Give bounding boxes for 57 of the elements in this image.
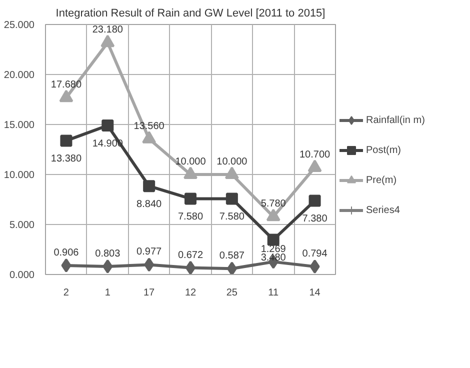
data-label: 10.700 — [299, 150, 331, 160]
data-label: 7.380 — [302, 214, 328, 225]
y-tick-label: 25.000 — [4, 20, 35, 31]
y-tick-label: 10.000 — [4, 170, 35, 181]
point — [142, 130, 156, 144]
data-label: 23.180 — [92, 24, 124, 36]
y-tick-label: 15.000 — [4, 120, 35, 131]
point — [267, 234, 280, 246]
data-label: 0.906 — [54, 247, 80, 258]
point — [224, 166, 239, 179]
point — [102, 259, 113, 274]
data-label: 1.269 — [260, 244, 286, 255]
point — [308, 160, 322, 172]
point — [100, 34, 115, 48]
point — [61, 258, 72, 272]
data-label: 13.560 — [134, 120, 165, 132]
legend-label: Post(m) — [366, 144, 401, 156]
point — [184, 166, 198, 179]
chart-title: Integration Result of Rain and GW Level [2011 to 2015] — [56, 8, 326, 20]
x-tick-label: 2 — [63, 288, 70, 298]
point — [59, 90, 74, 102]
y-tick-label: 0.000 — [9, 270, 35, 281]
data-label: 0.977 — [136, 246, 162, 258]
point — [60, 134, 72, 147]
legend-label: Rainfall(in m) — [366, 114, 425, 126]
x-tick-label: 11 — [268, 288, 279, 298]
data-label: 0.794 — [302, 248, 328, 260]
data-label: 0.672 — [178, 250, 204, 261]
point — [184, 192, 196, 205]
data-label: 10.000 — [175, 156, 206, 168]
point — [102, 120, 114, 132]
point — [226, 262, 237, 274]
x-tick-label: 25 — [226, 288, 238, 298]
data-label: 17.680 — [50, 80, 82, 91]
point — [226, 192, 238, 205]
y-tick-label: 5.000 — [9, 220, 35, 231]
data-label: 0.587 — [219, 250, 245, 262]
data-label: 7.580 — [219, 212, 245, 223]
data-label: 13.380 — [50, 154, 82, 165]
x-tick-label: 17 — [144, 288, 156, 298]
x-tick-label: 14 — [309, 288, 321, 298]
legend-label: Series4 — [366, 204, 400, 216]
data-label: 7.580 — [178, 212, 204, 223]
point — [144, 258, 154, 272]
data-label: 8.840 — [136, 199, 162, 210]
x-tick-label: 12 — [184, 288, 196, 298]
point — [143, 180, 156, 192]
x-tick-label: 1 — [104, 288, 111, 298]
point — [308, 194, 321, 207]
data-label: 5.780 — [260, 198, 286, 210]
point — [310, 260, 320, 274]
data-label: 0.803 — [95, 248, 121, 260]
data-label: 10.000 — [216, 156, 248, 168]
point — [266, 208, 280, 222]
y-tick-label: 20.000 — [4, 70, 35, 81]
legend-label: Pre(m) — [366, 174, 397, 186]
point — [186, 260, 196, 274]
